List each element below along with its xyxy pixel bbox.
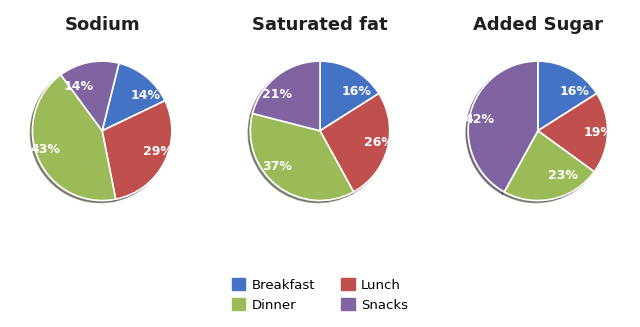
Text: 37%: 37% [262,160,292,173]
Text: 23%: 23% [548,168,578,181]
Wedge shape [250,113,353,200]
Wedge shape [33,75,116,200]
Text: 16%: 16% [342,85,372,97]
Text: 29%: 29% [143,145,173,158]
Text: 43%: 43% [31,143,61,156]
Text: 14%: 14% [131,89,161,102]
Text: 19%: 19% [583,126,613,139]
Wedge shape [320,94,390,192]
Wedge shape [538,94,607,172]
Title: Sodium: Sodium [65,16,140,34]
Wedge shape [504,131,595,200]
Text: 14%: 14% [63,80,93,93]
Wedge shape [252,61,320,131]
Title: Saturated fat: Saturated fat [252,16,388,34]
Wedge shape [468,61,538,192]
Wedge shape [102,63,165,131]
Text: 42%: 42% [464,113,494,126]
Text: 26%: 26% [364,136,394,148]
Wedge shape [538,61,596,131]
Text: 21%: 21% [262,89,292,101]
Text: 16%: 16% [560,85,589,97]
Title: Added Sugar: Added Sugar [473,16,603,34]
Wedge shape [320,61,379,131]
Legend: Breakfast, Dinner, Lunch, Snacks: Breakfast, Dinner, Lunch, Snacks [227,273,413,317]
Wedge shape [102,101,172,199]
Wedge shape [61,61,119,131]
